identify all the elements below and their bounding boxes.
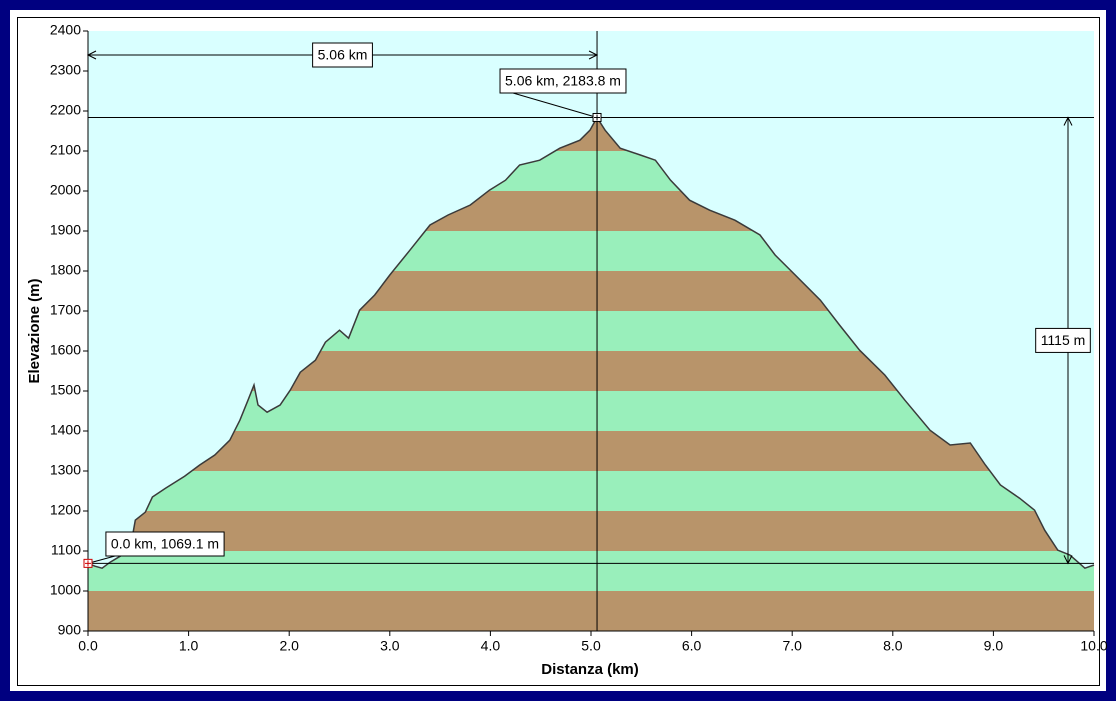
y-tick-label: 900 bbox=[58, 622, 82, 638]
x-tick-label: 9.0 bbox=[984, 638, 1004, 654]
y-tick-label: 2100 bbox=[50, 142, 81, 158]
distance-label-box bbox=[312, 42, 373, 68]
x-tick-label: 5.0 bbox=[581, 638, 601, 654]
marker-label: 5.06 km, 2183.8 m bbox=[505, 73, 621, 89]
y-tick-label: 1800 bbox=[50, 262, 81, 278]
x-tick-label: 8.0 bbox=[883, 638, 903, 654]
y-tick-label: 2400 bbox=[50, 22, 81, 38]
y-tick-label: 1200 bbox=[50, 502, 81, 518]
y-tick-label: 2300 bbox=[50, 62, 81, 78]
frame bbox=[17, 17, 1100, 686]
y-tick-label: 1100 bbox=[51, 542, 81, 558]
y-tick-label: 1700 bbox=[50, 302, 81, 318]
y-tick-label: 1400 bbox=[50, 422, 81, 438]
marker-cross bbox=[85, 560, 91, 567]
marker-label: 0.0 km, 1069.1 m bbox=[111, 536, 219, 552]
x-tick-label: 1.0 bbox=[179, 638, 199, 654]
marker-label-box bbox=[105, 531, 225, 557]
height-label-box bbox=[1035, 327, 1091, 353]
band bbox=[88, 551, 1094, 591]
x-tick-label: 3.0 bbox=[380, 638, 400, 654]
marker-label-box bbox=[499, 68, 627, 94]
band bbox=[88, 431, 1094, 471]
band bbox=[88, 591, 1094, 631]
x-tick-label: 2.0 bbox=[279, 638, 299, 654]
dim-arrows bbox=[1063, 116, 1073, 565]
x-tick-label: 4.0 bbox=[481, 638, 501, 654]
x-tick-label: 6.0 bbox=[682, 638, 702, 654]
y-tick-label: 1300 bbox=[50, 462, 81, 478]
y-tick-label: 1900 bbox=[50, 222, 81, 238]
x-tick-label: 10.0 bbox=[1080, 638, 1107, 654]
distance-label: 5.06 km bbox=[318, 47, 368, 63]
y-tick-label: 2200 bbox=[50, 102, 81, 118]
dim-arrows bbox=[86, 50, 599, 60]
y-tick-label: 1500 bbox=[50, 382, 81, 398]
y-tick-label: 1000 bbox=[50, 582, 81, 598]
y-tick-label: 1600 bbox=[50, 342, 81, 358]
band bbox=[88, 471, 1094, 511]
y-axis-label: Elevazione (m) bbox=[26, 278, 43, 383]
y-tick-label: 2000 bbox=[50, 182, 81, 198]
profile-line bbox=[87, 116, 1095, 570]
x-axis-label: Distanza (km) bbox=[541, 661, 639, 678]
x-tick-label: 0.0 bbox=[78, 638, 98, 654]
height-label: 1115 m bbox=[1041, 332, 1086, 348]
callout-leader bbox=[512, 92, 598, 118]
band bbox=[88, 511, 1094, 551]
x-tick-label: 7.0 bbox=[782, 638, 802, 654]
marker-cross bbox=[594, 114, 601, 121]
